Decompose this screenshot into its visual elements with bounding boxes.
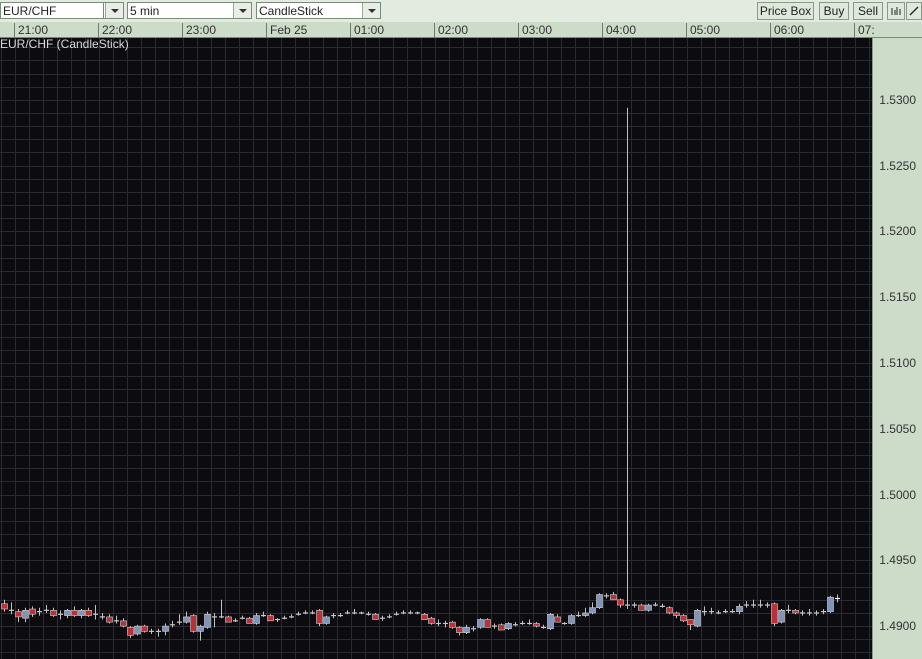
candle-body xyxy=(568,615,575,624)
chevron-down-icon xyxy=(362,3,380,18)
price-axis: 1.5300 1.5250 1.5200 1.5150 1.5100 1.5050 1.50… xyxy=(872,38,922,659)
candle-body xyxy=(596,594,603,608)
candle-body xyxy=(183,616,190,623)
candle-body xyxy=(253,615,260,624)
candle-body xyxy=(477,619,484,628)
candle-body xyxy=(22,610,29,619)
draw-line-button[interactable] xyxy=(906,2,922,20)
candle-body xyxy=(134,625,141,635)
candle-body xyxy=(687,619,694,626)
candle-body xyxy=(827,596,834,612)
time-tick-label: 01:00 xyxy=(350,23,384,38)
price-tick-label: 1.5000 xyxy=(879,487,916,502)
candle-body xyxy=(372,613,379,620)
chevron-down-icon xyxy=(105,3,123,18)
candle-body xyxy=(85,610,92,616)
candlestick-plot xyxy=(0,38,872,659)
candle-body xyxy=(449,621,456,628)
candle-body xyxy=(498,624,505,631)
candle-body xyxy=(246,617,253,624)
candle-body xyxy=(645,604,652,611)
buy-button[interactable]: Buy xyxy=(819,2,849,20)
time-tick-label: 03:00 xyxy=(518,23,552,38)
candle-body xyxy=(694,610,701,627)
candle-body xyxy=(15,611,22,618)
time-tick-label: Feb 25 xyxy=(266,23,307,38)
symbol-select[interactable]: EUR/CHF xyxy=(0,2,104,19)
candle-body xyxy=(428,617,435,624)
candle-body xyxy=(547,613,554,630)
candle-body xyxy=(267,615,274,622)
time-tick-label: 06:00 xyxy=(770,23,804,38)
candle-body xyxy=(778,610,785,623)
price-tick-label: 1.5300 xyxy=(879,92,916,107)
price-tick-label: 1.5150 xyxy=(879,290,916,305)
candle-body xyxy=(106,616,113,623)
price-tick-label: 1.5100 xyxy=(879,355,916,370)
symbol-value: EUR/CHF xyxy=(3,4,57,18)
candle-body xyxy=(666,607,673,614)
candle-body xyxy=(456,627,463,633)
candle-body xyxy=(680,615,687,622)
bar-chart-icon xyxy=(891,7,901,15)
candle-body xyxy=(190,615,197,632)
price-tick-label: 1.4900 xyxy=(879,619,916,634)
candle-body xyxy=(225,616,232,623)
candle-body xyxy=(421,613,428,620)
chart-type-select[interactable]: CandleStick xyxy=(256,2,381,19)
candle-body xyxy=(792,610,799,614)
candle-body xyxy=(204,613,211,628)
candle-body xyxy=(120,620,127,627)
candle-body xyxy=(484,619,491,628)
chart-title: EUR/CHF (CandleStick) xyxy=(0,37,129,51)
candle-body xyxy=(533,623,540,627)
chart-area[interactable] xyxy=(0,38,872,659)
candle-body xyxy=(554,616,561,623)
interval-value: 5 min xyxy=(130,4,160,18)
candle-body xyxy=(64,610,71,616)
price-tick-label: 1.5200 xyxy=(879,224,916,239)
candle-body xyxy=(323,616,330,624)
time-tick-label: 04:00 xyxy=(602,23,636,38)
candle-body xyxy=(736,606,743,612)
candle-body xyxy=(617,599,624,606)
candle-body xyxy=(71,610,78,616)
candle-body xyxy=(463,627,470,633)
candle-body xyxy=(127,627,134,636)
candle-body xyxy=(582,612,589,616)
time-axis: 21:00 22:00 23:00 Feb 25 01:00 02:00 03:00 04:0… xyxy=(0,22,922,38)
price-tick-label: 1.4950 xyxy=(879,553,916,568)
candle-body xyxy=(29,608,36,615)
candle-body xyxy=(162,625,169,632)
candle-body xyxy=(673,612,680,616)
time-tick-label: 02:00 xyxy=(434,23,468,38)
candle-body xyxy=(589,607,596,614)
candle-body xyxy=(771,603,778,624)
time-tick-label: 22:00 xyxy=(98,23,132,38)
candle-body xyxy=(50,610,57,616)
time-tick-label: 05:00 xyxy=(686,23,720,38)
candle-body xyxy=(141,625,148,632)
price-box-button[interactable]: Price Box xyxy=(757,2,814,20)
candle-body xyxy=(610,594,617,601)
time-tick-label: 21:00 xyxy=(14,23,48,38)
candle-body xyxy=(316,610,323,624)
candle-body xyxy=(197,625,204,632)
time-tick-label: 07: xyxy=(854,23,875,38)
chevron-down-icon xyxy=(233,3,251,18)
price-tick-label: 1.5250 xyxy=(879,158,916,173)
sell-button[interactable]: Sell xyxy=(853,2,883,20)
candle-body xyxy=(1,603,8,610)
bar-chart-button[interactable] xyxy=(887,2,905,20)
chart-type-value: CandleStick xyxy=(259,4,324,18)
candle-body xyxy=(638,604,645,611)
candle-body xyxy=(78,610,85,616)
symbol-dropdown-button[interactable] xyxy=(104,2,124,19)
candle-body xyxy=(505,623,512,630)
interval-select[interactable]: 5 min xyxy=(127,2,252,19)
price-tick-label: 1.5050 xyxy=(879,421,916,436)
line-draw-icon xyxy=(909,6,919,16)
toolbar: EUR/CHF 5 min CandleStick Price Box Buy … xyxy=(0,0,922,22)
time-tick-label: 23:00 xyxy=(182,23,216,38)
